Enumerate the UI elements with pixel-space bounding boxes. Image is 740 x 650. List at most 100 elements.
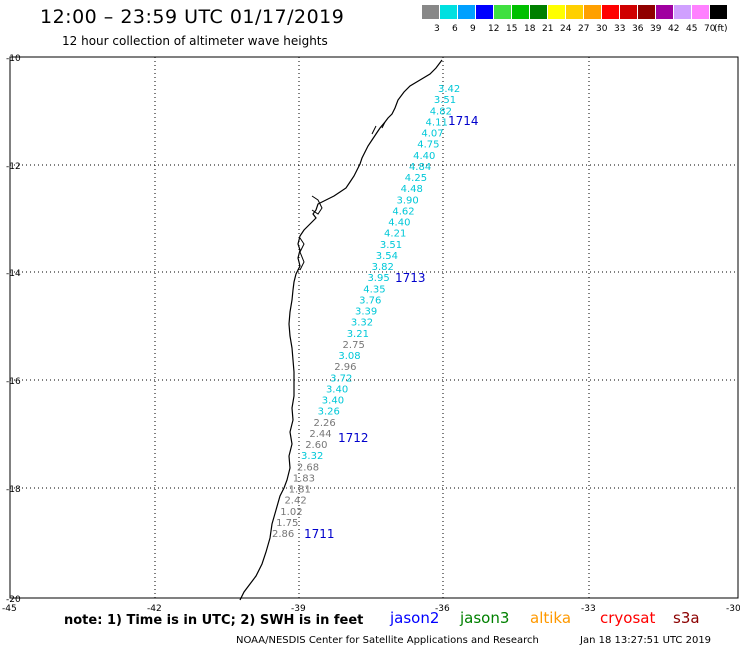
legend-swatch [674, 5, 691, 19]
wave-height-label: 3.90 [397, 195, 419, 206]
lat-tick-label: -20 [6, 595, 21, 605]
pass-id-label: 1712 [338, 431, 369, 445]
legend-swatch [602, 5, 619, 19]
legend-label: 12 [488, 24, 500, 34]
legend-label: 36 [632, 24, 644, 34]
legend-label: 30 [596, 24, 608, 34]
map-grid [10, 57, 738, 598]
legend-swatch [494, 5, 511, 19]
wave-height-label: 4.40 [388, 218, 410, 229]
legend-swatch [656, 5, 673, 19]
wave-height-label: 3.32 [301, 451, 323, 462]
wave-height-label: 3.21 [347, 329, 369, 340]
wave-height-label: 4.48 [401, 184, 423, 195]
satellite-label: jason2 [390, 609, 440, 627]
wave-height-label: 4.84 [409, 162, 431, 173]
wave-height-label: 4.75 [417, 140, 439, 151]
legend-label: 70 [704, 24, 716, 34]
wave-height-label: 3.54 [376, 251, 398, 262]
wave-height-label: 2.75 [343, 340, 365, 351]
legend-label: 6 [452, 24, 458, 34]
wave-height-label: 1.02 [280, 507, 302, 518]
lat-tick-label: -10 [6, 54, 21, 64]
legend-swatch [512, 5, 529, 19]
legend-label: 18 [524, 24, 536, 34]
wave-height-label: 3.26 [318, 407, 340, 418]
wave-height-label: 3.40 [326, 384, 348, 395]
lon-tick-label: -45 [2, 604, 17, 614]
legend-label: 9 [470, 24, 476, 34]
legend-label: 24 [560, 24, 572, 34]
lon-tick-label: -39 [291, 604, 306, 614]
wave-height-label: 4.35 [363, 284, 385, 295]
satellite-label: jason3 [460, 609, 510, 627]
wave-height-label: 3.51 [434, 95, 456, 106]
wave-height-label: 3.76 [359, 295, 381, 306]
wave-height-label: 4.21 [384, 229, 406, 240]
wave-height-label: 3.51 [380, 240, 402, 251]
page-subtitle: 12 hour collection of altimeter wave hei… [62, 34, 328, 48]
satellite-label: s3a [673, 609, 700, 627]
wave-height-label: 4.62 [392, 206, 414, 217]
wave-height-label: 3.40 [322, 396, 344, 407]
coastline [239, 59, 443, 601]
wave-height-label: 1.81 [289, 485, 311, 496]
wave-height-label: 2.44 [309, 429, 331, 440]
wave-height-label: 1.83 [293, 473, 315, 484]
wave-height-label: 3.39 [355, 307, 377, 318]
legend-swatch [692, 5, 709, 19]
footer-note: note: 1) Time is in UTC; 2) SWH is in fe… [64, 613, 364, 628]
wave-height-label: 2.68 [297, 462, 319, 473]
map-frame [9, 56, 739, 599]
legend-swatch [548, 5, 565, 19]
legend-swatch [530, 5, 547, 19]
legend-swatch [620, 5, 637, 19]
wave-height-label: 1.75 [276, 518, 298, 529]
wave-height-label: 3.82 [372, 262, 394, 273]
wave-height-label: 4.82 [430, 106, 452, 117]
legend-swatch [422, 5, 439, 19]
wave-height-label: 2.96 [334, 362, 356, 373]
credit-text: NOAA/NESDIS Center for Satellite Applica… [236, 635, 539, 646]
wave-height-label: 3.95 [367, 273, 389, 284]
lon-tick-label: -30 [726, 604, 740, 614]
lat-tick-label: -12 [6, 162, 21, 172]
wave-height-label: 2.86 [272, 529, 294, 540]
legend-label: 3 [434, 24, 440, 34]
lon-tick-label: -36 [435, 604, 450, 614]
lon-tick-label: -42 [147, 604, 162, 614]
page-title: 12:00 – 23:59 UTC 01/17/2019 [40, 6, 345, 28]
lat-tick-label: -14 [6, 269, 21, 279]
legend-label: 27 [578, 24, 590, 34]
legend-swatch [710, 5, 727, 19]
legend-swatch [440, 5, 457, 19]
legend-label: 42 [668, 24, 680, 34]
lat-tick-label: -18 [6, 485, 21, 495]
pass-id-label: 1711 [304, 527, 335, 541]
legend-label: 45 [686, 24, 698, 34]
legend-label: 21 [542, 24, 554, 34]
legend-swatch [584, 5, 601, 19]
legend-swatch [476, 5, 493, 19]
wave-height-label: 3.08 [338, 351, 360, 362]
legend-label: 33 [614, 24, 626, 34]
wave-height-label: 4.11 [426, 117, 448, 128]
lat-tick-label: -16 [6, 377, 21, 387]
wave-height-label: 3.72 [330, 373, 352, 384]
legend-label: 15 [506, 24, 518, 34]
wave-height-label: 4.07 [421, 129, 443, 140]
legend-unit: (ft) [714, 24, 728, 34]
satellite-label: cryosat [600, 609, 656, 627]
wave-height-label: 4.25 [405, 173, 427, 184]
pass-id-label: 1714 [448, 114, 479, 128]
satellite-label: altika [530, 609, 572, 627]
wave-height-label: 4.40 [413, 151, 435, 162]
timestamp: Jan 18 13:27:51 UTC 2019 [580, 635, 712, 646]
legend-swatch [638, 5, 655, 19]
pass-id-label: 1713 [395, 271, 426, 285]
wave-height-label: 3.42 [438, 84, 460, 95]
legend-swatch [458, 5, 475, 19]
wave-height-label: 2.60 [305, 440, 327, 451]
coastline-detail [299, 121, 386, 271]
